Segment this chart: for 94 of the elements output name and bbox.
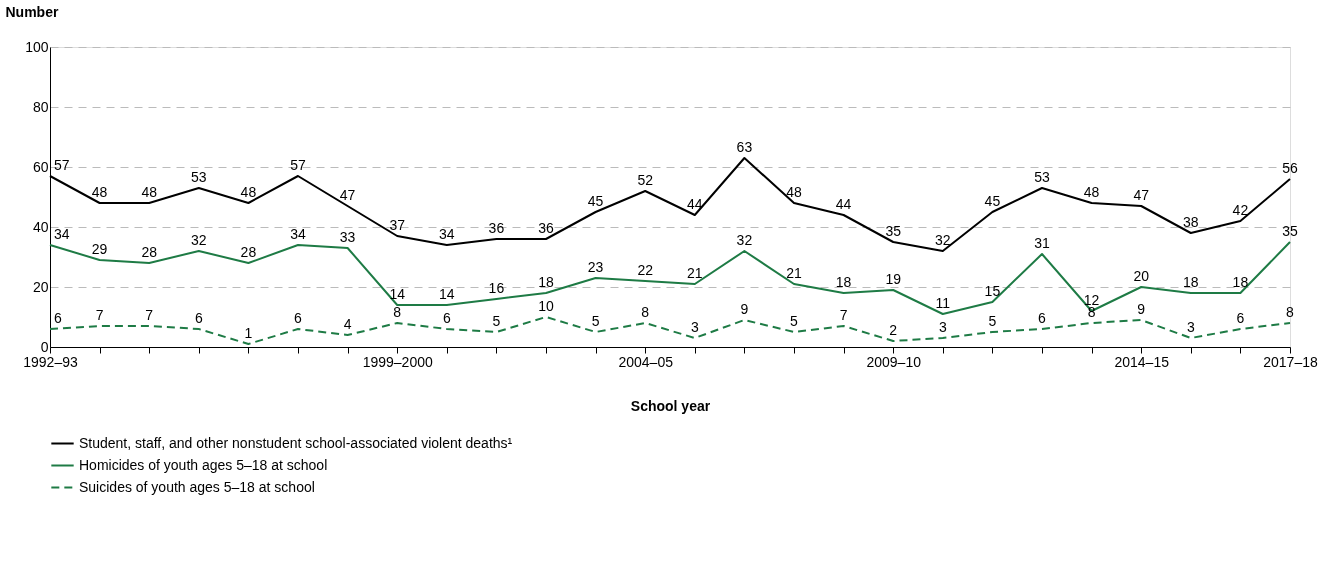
- data-label: 32: [736, 232, 753, 248]
- x-tick-label: 2009–10: [866, 353, 922, 370]
- data-label: 11: [935, 295, 951, 311]
- data-label: 34: [54, 226, 70, 242]
- data-label: 32: [191, 232, 207, 248]
- data-label: 5: [591, 313, 600, 329]
- data-label: 8: [641, 304, 650, 320]
- y-tick-label: 0: [40, 338, 49, 355]
- data-label: 34: [290, 226, 306, 242]
- data-label: 7: [95, 307, 104, 323]
- data-label: 2: [889, 322, 898, 338]
- data-label: 16: [488, 280, 505, 296]
- data-label: 21: [786, 265, 802, 281]
- data-label: 9: [740, 301, 749, 317]
- data-label: 63: [736, 139, 753, 155]
- data-label: 48: [786, 184, 802, 200]
- data-label: 6: [294, 310, 303, 326]
- data-label: 7: [145, 307, 154, 323]
- data-label: 42: [1232, 202, 1249, 218]
- data-label: 4: [343, 316, 352, 332]
- data-label: 5: [988, 313, 997, 329]
- data-label: 6: [442, 310, 451, 326]
- data-label: 45: [984, 193, 1001, 209]
- data-label: 6: [1038, 310, 1047, 326]
- data-label: 10: [538, 298, 554, 314]
- data-label: 35: [885, 223, 902, 239]
- data-label: 48: [91, 184, 108, 200]
- data-label: 12: [1083, 292, 1100, 308]
- x-axis-title: School year: [630, 397, 711, 414]
- data-label: 6: [54, 310, 62, 326]
- data-label: 48: [141, 184, 158, 200]
- data-label: 47: [339, 187, 356, 203]
- data-label: 1: [244, 325, 253, 341]
- y-tick-label: 40: [32, 218, 49, 235]
- data-label: 5: [790, 313, 799, 329]
- data-label: 18: [835, 274, 852, 290]
- data-label: 6: [194, 310, 203, 326]
- legend-label: Homicides of youth ages 5–18 at school: [79, 456, 328, 473]
- data-label: 21: [687, 265, 703, 281]
- data-label: 8: [393, 304, 402, 320]
- data-label: 56: [1282, 160, 1298, 176]
- data-label: 3: [1186, 319, 1195, 335]
- x-tick-label: 2017–18: [1263, 353, 1318, 370]
- data-label: 14: [439, 286, 455, 302]
- data-label: 29: [91, 241, 108, 257]
- legend-label: Student, staff, and other nonstudent school-associated violent deaths¹: [79, 434, 513, 451]
- data-label: 33: [339, 229, 356, 245]
- data-label: 14: [389, 286, 406, 302]
- data-label: 3: [690, 319, 699, 335]
- data-label: 57: [54, 157, 70, 173]
- data-label: 37: [389, 217, 406, 233]
- data-label: 28: [141, 244, 158, 260]
- data-label: 53: [1034, 169, 1050, 185]
- x-tick-label: 1999–2000: [362, 353, 433, 370]
- data-label: 28: [240, 244, 257, 260]
- x-tick-label: 2004–05: [618, 353, 674, 370]
- data-label: 18: [538, 274, 554, 290]
- y-tick-label: 20: [32, 278, 49, 295]
- data-label: 5: [492, 313, 501, 329]
- data-label: 32: [935, 232, 951, 248]
- data-label: 47: [1133, 187, 1150, 203]
- y-tick-label: 80: [32, 98, 49, 115]
- data-label: 22: [637, 262, 654, 278]
- data-label: 57: [290, 157, 306, 173]
- data-label: 6: [1236, 310, 1245, 326]
- data-label: 36: [488, 220, 505, 236]
- y-axis-title: Number: [5, 3, 59, 20]
- data-label: 45: [587, 193, 604, 209]
- y-tick-label: 60: [32, 158, 49, 175]
- legend-label: Suicides of youth ages 5–18 at school: [79, 478, 315, 495]
- data-label: 38: [1183, 214, 1199, 230]
- data-label: 44: [835, 196, 852, 212]
- data-label: 34: [439, 226, 455, 242]
- data-label: 3: [938, 319, 947, 335]
- data-label: 18: [1232, 274, 1249, 290]
- data-label: 31: [1034, 235, 1050, 251]
- data-label: 48: [1083, 184, 1100, 200]
- data-label: 36: [538, 220, 554, 236]
- data-label: 35: [1282, 223, 1298, 239]
- data-label: 23: [587, 259, 604, 275]
- data-label: 53: [191, 169, 207, 185]
- x-tick-label: 1992–93: [23, 353, 78, 370]
- data-label: 8: [1286, 304, 1295, 320]
- data-label: 9: [1137, 301, 1146, 317]
- data-label: 15: [984, 283, 1001, 299]
- data-label: 7: [839, 307, 848, 323]
- x-tick-label: 2014–15: [1114, 353, 1170, 370]
- data-label: 48: [240, 184, 257, 200]
- data-label: 18: [1183, 274, 1199, 290]
- data-label: 19: [885, 271, 902, 287]
- y-tick-label: 100: [25, 38, 49, 55]
- data-label: 20: [1133, 268, 1150, 284]
- data-label: 52: [637, 172, 654, 188]
- data-label: 44: [687, 196, 703, 212]
